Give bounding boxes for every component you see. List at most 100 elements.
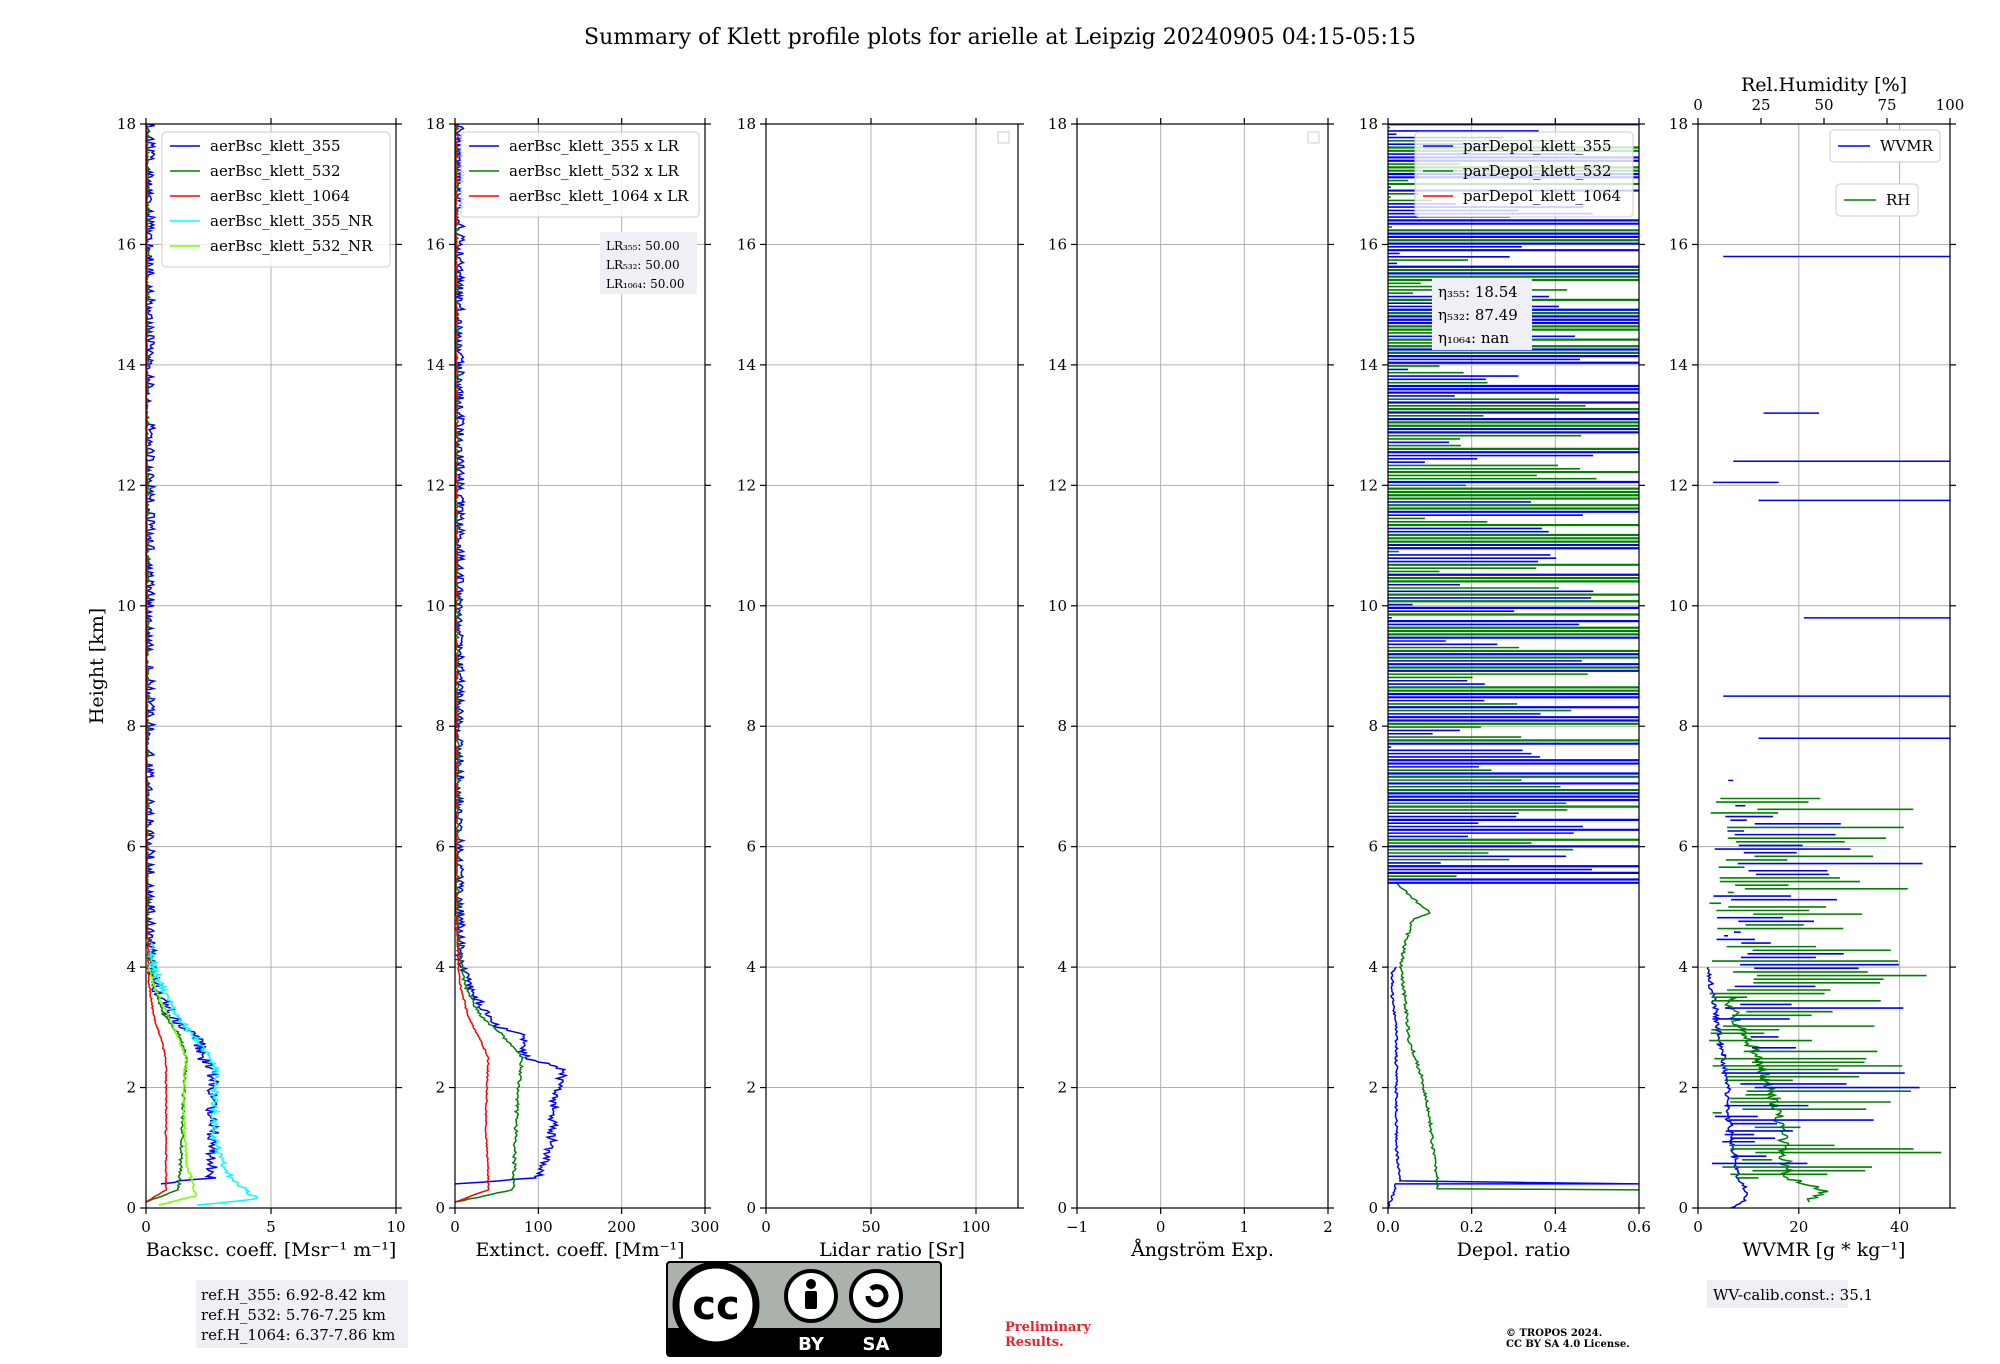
by-person-head [806,1279,816,1289]
top-x-tick-label: 25 [1751,96,1770,114]
series-aerBsc_klett_1064 x LR [455,124,490,1203]
y-tick-label: 8 [746,717,756,735]
y-tick-label: 6 [1678,838,1688,856]
sa-arrow [865,1284,889,1308]
legend-label: aerBsc_klett_355 x LR [509,137,680,155]
x-tick-label: 0.6 [1627,1218,1651,1236]
y-axis-label: Height [km] [86,608,108,724]
legend-label: parDepol_klett_355 [1463,137,1612,155]
y-tick-label: 16 [737,235,756,253]
refh-value: ref.H_1064: 6.37-7.86 km [201,1326,395,1344]
y-tick-label: 16 [1669,235,1688,253]
top-x-tick-label: 75 [1877,96,1896,114]
y-tick-label: 2 [126,1079,136,1097]
legend-frame [460,131,700,218]
series-aerBsc_klett_532 x LR [455,124,525,1203]
angstrom-axes-frame [1076,123,1329,1209]
series-aerBsc_klett_532 [146,124,188,1203]
y-tick-label: 4 [1678,958,1688,976]
wvmr-x-axis-label: WVMR [g * kg⁻¹] [1743,1239,1906,1261]
lr-value: LR₁₀₆₄: 50.00 [606,277,684,291]
legend-label: WVMR [1880,137,1934,155]
top-axis-label: Rel.Humidity [%] [1741,74,1907,96]
y-tick-label: 2 [1368,1079,1378,1097]
y-tick-label: 6 [1368,838,1378,856]
y-tick-label: 6 [1057,838,1067,856]
wvmr-legend-frame [1829,129,1941,163]
y-tick-label: 14 [117,356,136,374]
x-tick-label: 1 [1240,1218,1250,1236]
y-tick-label: 0 [1368,1199,1378,1217]
series-aerBsc_klett_355 x LR [455,124,569,1185]
series-parDepol_klett_532 [1395,882,1639,1191]
legend-label: aerBsc_klett_1064 x LR [509,187,689,205]
lr-box [600,232,697,294]
y-tick-label: 0 [746,1199,756,1217]
y-tick-label: 10 [1048,597,1067,615]
x-tick-label: 100 [962,1218,991,1236]
x-tick-label: 0 [450,1218,460,1236]
y-tick-label: 12 [1669,476,1688,494]
legend-label: RH [1886,191,1910,209]
preliminary-text: Preliminary [1005,1320,1091,1335]
series-aerBsc_klett_355_NR [146,942,259,1206]
wvmr-axes-frame [1697,123,1951,1209]
y-tick-label: 2 [435,1079,445,1097]
sa-recycle-icon [849,1269,903,1323]
y-tick-label: 18 [1359,115,1378,133]
y-tick-label: 16 [1048,235,1067,253]
y-tick-label: 10 [426,597,445,615]
y-tick-label: 2 [1057,1079,1067,1097]
x-tick-label: 40 [1890,1218,1909,1236]
legend-label: aerBsc_klett_355_NR [210,212,373,230]
y-tick-label: 16 [426,235,445,253]
extinction-panel: 0 2 4 6 8 10 12 14 16 18 0 100 200 300 Extinct. coeff.… [426,115,719,1261]
figure-title: Summary of Klett profile plots for ariel… [584,25,1416,50]
x-tick-label: 0 [761,1218,771,1236]
y-tick-label: 16 [117,235,136,253]
backscatter-series-group [146,124,259,1206]
lidar_ratio-x-axis-label: Lidar ratio [Sr] [819,1239,965,1261]
y-tick-label: 18 [1048,115,1067,133]
y-tick-label: 8 [126,717,136,735]
y-tick-label: 14 [426,356,445,374]
wv-calib-box [1707,1280,1848,1308]
x-tick-label: 0.4 [1543,1218,1567,1236]
y-tick-label: 2 [746,1079,756,1097]
legend-frame [161,131,391,268]
x-tick-label: 0.2 [1460,1218,1484,1236]
series-aerBsc_klett_355 [146,124,221,1185]
x-tick-label: −1 [1066,1218,1088,1236]
eta-value: η₃₅₅: 18.54 [1438,283,1518,301]
y-tick-label: 12 [1359,476,1378,494]
y-tick-label: 18 [426,115,445,133]
y-tick-label: 10 [1359,597,1378,615]
y-tick-label: 0 [1057,1199,1067,1217]
depol-panel: 0 2 4 6 8 10 12 14 16 18 0.0 0.2 0.4 0.6 Depol. ratio p… [1359,115,1651,1261]
y-tick-label: 6 [126,838,136,856]
wvmr-legend-frame [1835,183,1919,217]
cc-sa-label: SA [863,1334,890,1355]
y-tick-label: 6 [746,838,756,856]
y-tick-label: 6 [435,838,445,856]
y-tick-label: 8 [1368,717,1378,735]
y-tick-label: 4 [126,958,136,976]
top-x-tick-label: 50 [1814,96,1833,114]
legend-label: parDepol_klett_532 [1463,162,1612,180]
depol-x-axis-label: Depol. ratio [1457,1239,1571,1261]
refh-value: ref.H_532: 5.76-7.25 km [201,1306,386,1324]
legend-label: aerBsc_klett_532_NR [210,237,373,255]
y-tick-label: 2 [1678,1079,1688,1097]
y-tick-label: 0 [126,1199,136,1217]
y-tick-label: 16 [1359,235,1378,253]
x-tick-label: 2 [1323,1218,1333,1236]
cc-circle-icon [672,1261,760,1349]
refh-box [196,1280,408,1348]
y-tick-label: 18 [1669,115,1688,133]
y-tick-label: 14 [1359,356,1378,374]
backscatter-panel: 0 2 4 6 8 10 12 14 16 18 0 5 10 Backsc. coeff. [Msr⁻¹… [86,115,406,1261]
y-tick-label: 4 [1057,958,1067,976]
